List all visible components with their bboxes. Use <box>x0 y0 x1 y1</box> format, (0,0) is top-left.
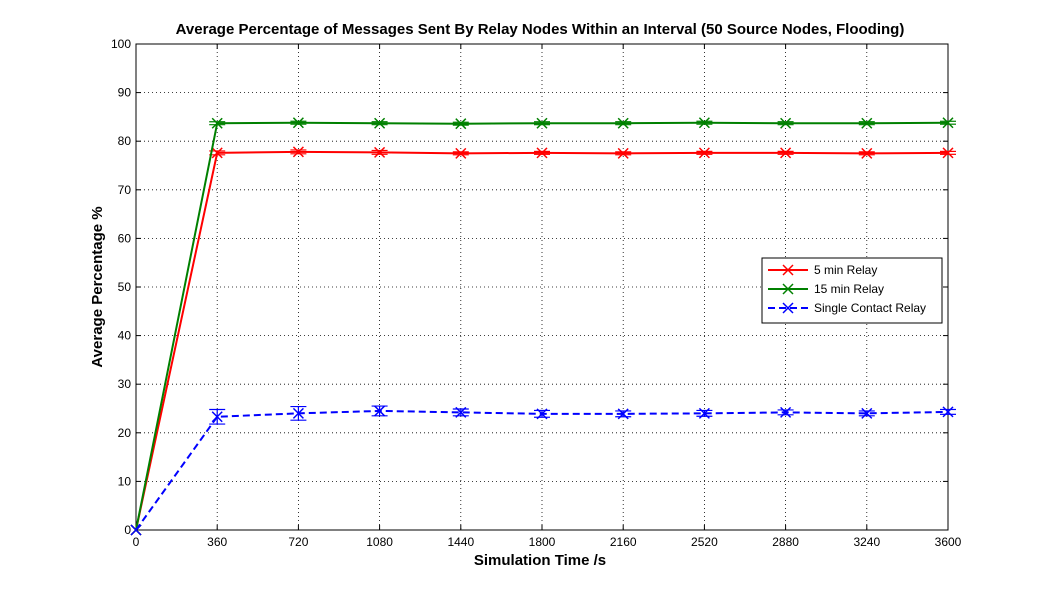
data-point <box>698 407 710 419</box>
data-point <box>942 147 954 159</box>
data-point <box>455 118 467 130</box>
chart-title: Average Percentage of Messages Sent By R… <box>176 21 905 38</box>
y-tick-label: 10 <box>118 474 132 488</box>
series-group <box>130 117 956 536</box>
x-axis-label: Simulation Time /s <box>474 552 606 569</box>
y-tick-label: 50 <box>118 280 132 294</box>
x-tick-label: 1800 <box>529 535 556 549</box>
series-1 <box>130 146 956 536</box>
data-point <box>617 147 629 159</box>
x-tick-label: 3240 <box>853 535 880 549</box>
legend-label: 15 min Relay <box>814 282 884 296</box>
y-tick-label: 0 <box>124 523 131 537</box>
data-point <box>861 117 873 129</box>
data-point <box>698 147 710 159</box>
legend-label: Single Contact Relay <box>814 301 926 315</box>
x-tick-label: 720 <box>288 535 308 549</box>
legend-item: 5 min Relay <box>768 263 877 277</box>
legend-label: 5 min Relay <box>814 263 877 277</box>
data-point <box>861 147 873 159</box>
data-point <box>780 117 792 129</box>
data-point <box>211 411 223 423</box>
x-axis-ticks: 0 360 720 1080 1440 1800 2160 2520 2880 3240 3600 <box>133 44 962 549</box>
y-axis-ticks: 0 10 20 30 40 50 60 70 80 90 100 <box>111 37 948 537</box>
data-point <box>861 407 873 419</box>
y-tick-label: 60 <box>118 231 132 245</box>
data-point <box>536 117 548 129</box>
data-point <box>698 117 710 129</box>
data-point <box>455 147 467 159</box>
data-point <box>211 117 223 129</box>
data-point <box>292 146 304 158</box>
y-tick-label: 100 <box>111 37 131 51</box>
x-tick-label: 3600 <box>935 535 962 549</box>
data-point <box>211 147 223 159</box>
data-point <box>617 117 629 129</box>
legend: 5 min Relay 15 min Relay Single Contact Re… <box>761 257 943 324</box>
y-axis-label: Average Percentage % <box>89 206 106 367</box>
data-point <box>374 405 386 417</box>
data-point <box>130 524 142 536</box>
x-tick-label: 0 <box>133 535 140 549</box>
data-point <box>292 117 304 129</box>
y-tick-label: 80 <box>118 134 132 148</box>
data-point <box>780 147 792 159</box>
data-point <box>374 117 386 129</box>
series-3 <box>130 405 956 536</box>
data-point <box>780 406 792 418</box>
x-tick-label: 2880 <box>772 535 799 549</box>
y-tick-label: 20 <box>118 426 132 440</box>
data-point <box>536 147 548 159</box>
y-tick-label: 30 <box>118 377 132 391</box>
data-point <box>942 117 954 129</box>
y-tick-label: 40 <box>118 329 132 343</box>
series-2 <box>130 117 956 536</box>
y-tick-label: 90 <box>118 86 132 100</box>
data-point <box>292 407 304 419</box>
data-point <box>374 146 386 158</box>
x-tick-label: 1080 <box>366 535 393 549</box>
x-tick-label: 360 <box>207 535 227 549</box>
data-point <box>536 408 548 420</box>
legend-item: 15 min Relay <box>768 282 884 296</box>
y-tick-label: 70 <box>118 183 132 197</box>
legend-item: Single Contact Relay <box>768 301 926 315</box>
data-point <box>455 406 467 418</box>
x-tick-label: 1440 <box>447 535 474 549</box>
data-point <box>617 408 629 420</box>
x-tick-label: 2520 <box>691 535 718 549</box>
data-point <box>942 406 954 418</box>
x-tick-label: 2160 <box>610 535 637 549</box>
